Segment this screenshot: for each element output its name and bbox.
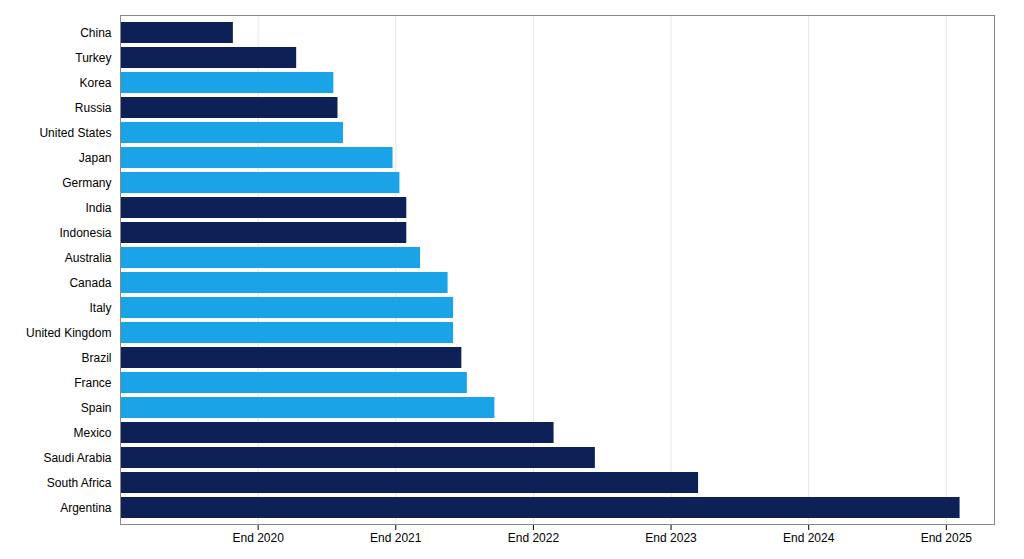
svg-text:Indonesia: Indonesia <box>59 226 111 240</box>
svg-text:Canada: Canada <box>69 276 111 290</box>
svg-text:Japan: Japan <box>79 151 112 165</box>
svg-text:Korea: Korea <box>79 76 111 90</box>
svg-text:End 2025: End 2025 <box>921 531 973 545</box>
svg-text:United States: United States <box>39 126 111 140</box>
svg-text:France: France <box>74 376 112 390</box>
svg-text:Mexico: Mexico <box>73 426 111 440</box>
svg-text:End 2022: End 2022 <box>508 531 560 545</box>
svg-text:End 2023: End 2023 <box>645 531 697 545</box>
svg-text:Italy: Italy <box>89 301 111 315</box>
svg-text:End 2024: End 2024 <box>783 531 835 545</box>
svg-text:End 2020: End 2020 <box>232 531 284 545</box>
svg-text:Spain: Spain <box>81 401 112 415</box>
svg-text:United Kingdom: United Kingdom <box>26 326 111 340</box>
svg-text:Brazil: Brazil <box>81 351 111 365</box>
svg-text:India: India <box>85 201 111 215</box>
svg-text:Russia: Russia <box>75 101 112 115</box>
svg-text:Saudi Arabia: Saudi Arabia <box>43 451 111 465</box>
svg-text:Turkey: Turkey <box>75 51 111 65</box>
svg-text:China: China <box>80 26 112 40</box>
svg-text:Australia: Australia <box>65 251 112 265</box>
svg-text:End 2021: End 2021 <box>370 531 422 545</box>
svg-text:Germany: Germany <box>62 176 111 190</box>
svg-text:South Africa: South Africa <box>47 476 112 490</box>
svg-text:Argentina: Argentina <box>60 501 112 515</box>
